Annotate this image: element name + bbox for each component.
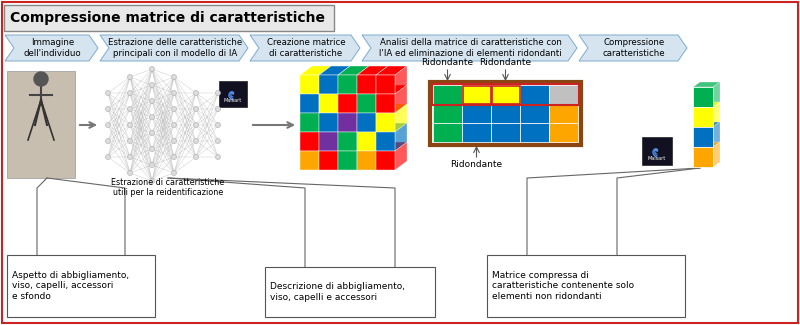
FancyBboxPatch shape [376,75,395,94]
Circle shape [150,114,154,120]
Polygon shape [338,142,369,151]
FancyBboxPatch shape [462,85,491,104]
Polygon shape [338,123,369,132]
Text: Aspetto di abbigliamento,
viso, capelli, accessori
e sfondo: Aspetto di abbigliamento, viso, capelli,… [12,271,129,301]
Circle shape [194,138,198,144]
Polygon shape [300,66,331,75]
FancyBboxPatch shape [693,147,713,167]
Polygon shape [338,104,369,113]
FancyBboxPatch shape [433,85,462,104]
Polygon shape [319,123,350,132]
FancyBboxPatch shape [693,127,713,147]
Circle shape [106,154,110,160]
Polygon shape [713,122,720,147]
Text: Ridondante: Ridondante [422,58,474,67]
FancyBboxPatch shape [376,151,395,170]
Polygon shape [100,35,248,61]
Polygon shape [713,82,720,107]
Circle shape [215,123,221,127]
Circle shape [171,74,177,80]
Circle shape [150,147,154,151]
Polygon shape [319,66,350,75]
FancyBboxPatch shape [376,132,395,151]
Circle shape [171,171,177,176]
FancyBboxPatch shape [693,107,713,127]
FancyBboxPatch shape [338,113,357,132]
Circle shape [215,138,221,144]
Circle shape [194,90,198,96]
Polygon shape [693,142,720,147]
FancyBboxPatch shape [7,71,75,178]
Circle shape [127,74,133,80]
Text: Analisi della matrice di caratteristiche con
l'IA ed eliminazione di elementi ri: Analisi della matrice di caratteristiche… [379,38,562,58]
FancyBboxPatch shape [7,255,155,317]
Polygon shape [693,82,720,87]
Polygon shape [357,66,388,75]
FancyBboxPatch shape [319,113,338,132]
FancyBboxPatch shape [319,151,338,170]
Circle shape [106,123,110,127]
Circle shape [171,107,177,111]
FancyBboxPatch shape [520,123,549,142]
Polygon shape [693,122,720,127]
Circle shape [171,154,177,160]
FancyBboxPatch shape [520,85,549,104]
Text: Ridondante: Ridondante [450,160,502,169]
Text: Ridondante: Ridondante [479,58,531,67]
Circle shape [106,90,110,96]
FancyBboxPatch shape [300,151,319,170]
Polygon shape [250,35,360,61]
FancyBboxPatch shape [357,132,376,151]
Circle shape [171,90,177,96]
Polygon shape [713,142,720,167]
Polygon shape [300,85,331,94]
FancyBboxPatch shape [300,94,319,113]
Polygon shape [5,35,98,61]
Polygon shape [357,142,388,151]
FancyBboxPatch shape [376,94,395,113]
Circle shape [106,138,110,144]
FancyBboxPatch shape [319,94,338,113]
Circle shape [194,107,198,111]
Circle shape [150,83,154,87]
Circle shape [127,171,133,176]
FancyBboxPatch shape [4,5,334,31]
FancyBboxPatch shape [319,75,338,94]
FancyBboxPatch shape [487,255,685,317]
Polygon shape [300,123,331,132]
FancyBboxPatch shape [338,75,357,94]
FancyBboxPatch shape [491,85,520,104]
Circle shape [194,123,198,127]
Circle shape [215,90,221,96]
Polygon shape [300,142,331,151]
Text: Descrizione di abbigliamento,
viso, capelli e accessori: Descrizione di abbigliamento, viso, cape… [270,282,405,302]
FancyBboxPatch shape [491,104,520,123]
Circle shape [106,107,110,111]
Polygon shape [395,142,407,170]
FancyBboxPatch shape [433,104,462,123]
Circle shape [215,107,221,111]
FancyBboxPatch shape [357,94,376,113]
Polygon shape [357,123,388,132]
FancyBboxPatch shape [219,81,247,107]
Polygon shape [376,142,407,151]
Circle shape [34,72,48,86]
Text: Estrazione di caratteristiche
utili per la reidentificazione: Estrazione di caratteristiche utili per … [111,178,225,197]
Circle shape [127,154,133,160]
Polygon shape [693,102,720,107]
Polygon shape [338,66,369,75]
Circle shape [215,154,221,160]
FancyBboxPatch shape [300,75,319,94]
Text: Estrazione delle caratteristiche
principali con il modello di IA: Estrazione delle caratteristiche princip… [108,38,242,58]
Circle shape [150,178,154,184]
Text: Matrice compressa di
caratteristiche contenente solo
elementi non ridondanti: Matrice compressa di caratteristiche con… [492,271,634,301]
Circle shape [127,107,133,111]
FancyBboxPatch shape [357,75,376,94]
FancyBboxPatch shape [491,123,520,142]
FancyBboxPatch shape [462,123,491,142]
Polygon shape [376,104,407,113]
Polygon shape [713,102,720,127]
Text: Immagine
dell'individuo: Immagine dell'individuo [24,38,82,58]
Polygon shape [376,123,407,132]
